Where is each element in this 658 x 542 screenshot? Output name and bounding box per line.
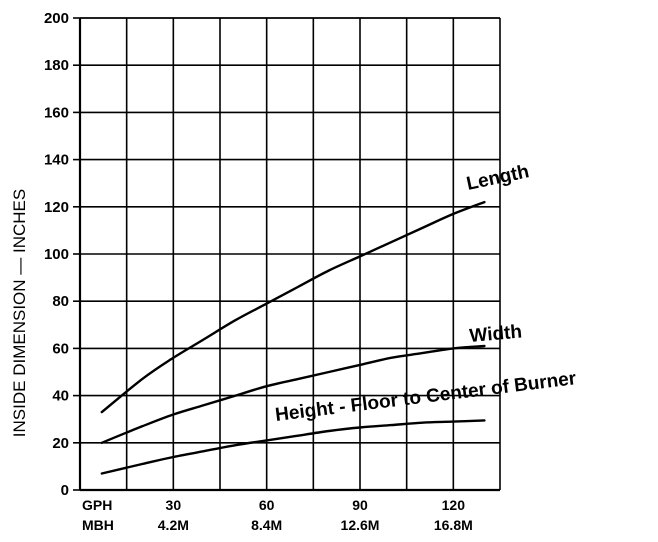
x-tick-label: 60	[259, 497, 275, 513]
y-tick-label: 160	[44, 104, 69, 121]
x-tick-label: 120	[442, 497, 466, 513]
x-tick-label: 8.4M	[251, 517, 282, 533]
y-tick-label: 120	[44, 199, 69, 216]
series-label-width: Width	[469, 321, 523, 347]
axes	[73, 17, 501, 492]
x-row-label: GPH	[82, 497, 112, 513]
y-tick-label: 60	[52, 340, 69, 357]
y-tick-label: 100	[44, 246, 69, 263]
x-row-label: MBH	[82, 517, 114, 533]
y-tick-label: 0	[61, 482, 69, 499]
series-label-height: Height - Floor to Center of Burner	[274, 368, 578, 426]
x-tick-labels: GPH 30 60 90 120 MBH 4.2M 8.4M 12.6M 16.8M	[82, 497, 473, 533]
y-tick-label: 200	[44, 10, 69, 27]
x-tick-label: 30	[166, 497, 182, 513]
x-tick-label: 12.6M	[341, 517, 380, 533]
x-tick-label: 90	[352, 497, 368, 513]
series-label-length: Length	[465, 161, 531, 195]
y-axis-label: INSIDE DIMENSION — INCHES	[10, 189, 29, 437]
x-tick-label: 16.8M	[434, 517, 473, 533]
x-tick-label: 4.2M	[158, 517, 189, 533]
y-tick-label: 20	[52, 435, 69, 452]
y-tick-labels: 0 20 40 60 80 100 120 140 160 180 200	[44, 10, 69, 499]
series-labels: Length Width Height - Floor to Center of B…	[274, 161, 578, 426]
y-tick-label: 180	[44, 57, 69, 74]
length-line	[100, 200, 486, 414]
y-tick-label: 80	[52, 293, 69, 310]
width-line	[100, 344, 486, 444]
series-lines	[100, 200, 486, 475]
y-tick-label: 40	[52, 388, 69, 405]
height-line	[100, 419, 486, 475]
y-tick-label: 140	[44, 152, 69, 169]
